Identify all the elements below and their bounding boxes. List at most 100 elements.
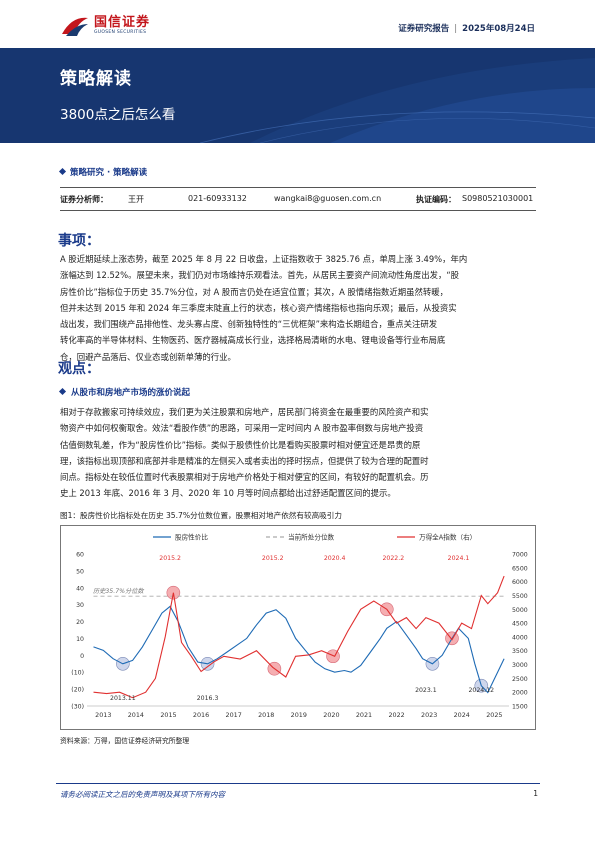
events-paragraph: A 股近期延续上涨态势，截至 2025 年 8 月 22 日收盘，上证指数收于 …: [60, 251, 538, 365]
y-right-tick-label: 6500: [512, 565, 528, 572]
views-subheading-text: 从股市和房地产市场的涨价说起: [71, 388, 191, 398]
x-tick-label: 2013: [95, 711, 111, 719]
views-line: 相对于存款搬家可持续效应，我们更为关注股票和房地产，居民部门将资金在最重要的风险…: [60, 407, 429, 417]
views-subheading: 从股市和房地产市场的涨价说起: [58, 386, 191, 398]
events-line: 但并未达到 2015 年和 2024 年三季度末陡直上行的状态，核心资产情绪指标…: [60, 302, 457, 313]
peak-date-label: 2020.4: [324, 555, 346, 562]
y-right-tick-label: 1500: [512, 704, 528, 711]
footer-divider: [56, 783, 540, 784]
legend-label: 万得全A指数（右）: [419, 533, 476, 542]
y-left-tick-label: 10: [76, 636, 84, 643]
views-line: 物资产中如何权衡取舍。效法“看股作债”的思路，可采用一定时间内 A 股市盈率倒数…: [60, 423, 424, 434]
analyst-phone: 021-60933132: [188, 194, 247, 203]
events-line: 转化率高的半导体材料、生物医药、医疗器械高成长行业，选择格局清晰的水电、锂电设备…: [60, 335, 446, 346]
footer-disclaimer[interactable]: 请务必阅读正文之后的免责声明及其项下所有内容: [60, 790, 225, 799]
company-logo: 国信证券 GUOSEN SECURITIES: [60, 14, 150, 38]
views-line: 理，该指标出现顶部和底部并非是精准的左侧买入或者卖出的择时拐点，但提供了较为合理…: [60, 455, 429, 466]
stock-house-ratio-chart: 60 50 40 30 20 10 0 (10) (20) (30) 7000 6500 6000 550…: [71, 533, 528, 720]
x-tick-label: 2016: [193, 711, 209, 719]
analyst-name: 王开: [128, 195, 144, 204]
series-line-2: [93, 575, 505, 699]
logo-chinese-name: 国信证券: [94, 15, 151, 31]
y-left-tick-label: (20): [71, 687, 84, 694]
y-left-tick-label: 20: [76, 619, 84, 626]
figure-caption: 图1：股房性价比指标处在历史 35.7%分位数位置，股票相对地产依然有较高吸引力: [60, 511, 342, 520]
views-paragraph: 相对于存款搬家可持续效应，我们更为关注股票和房地产，居民部门将资金在最重要的风险…: [60, 404, 538, 502]
figure-source: 资料来源：万得，国信证券经济研究所整理: [60, 737, 190, 745]
x-tick-label: 2025: [486, 711, 502, 719]
diamond-bullet-icon: [58, 167, 67, 176]
analyst-label: 证券分析师：: [60, 195, 108, 204]
license-number: S0980521030001: [462, 194, 534, 203]
category-label: 策略研究 · 策略解读: [58, 166, 148, 178]
events-line: 房性价比”指标位于历史 35.7%分位，对 A 股而言仍处在适宜位置；其次，A …: [60, 286, 449, 297]
x-tick-label: 2021: [356, 711, 372, 719]
views-line: 估值倒数轧差，作为“股房性价比”指标。类似于股债性价比是看购买股票时相对便宜还是…: [60, 439, 421, 450]
report-subtitle: 3800点之后怎么看: [60, 107, 176, 123]
y-left-tick-label: (30): [71, 704, 84, 711]
x-tick-label: 2022: [388, 711, 404, 719]
x-tick-label: 2020: [323, 711, 339, 719]
x-tick-label: 2014: [128, 711, 144, 719]
views-heading: 观点：: [58, 361, 100, 377]
report-title: 策略解读: [60, 69, 132, 89]
x-tick-label: 2019: [291, 711, 307, 719]
peak-date-label: 2015.2: [159, 555, 181, 562]
events-line: 战出发，我们围绕产品排他性、龙头寡占度、创新独特性的“三优框架”来构造长期组合，…: [60, 319, 438, 330]
banner-wave-decoration: [199, 58, 595, 143]
chart-frame: 60 50 40 30 20 10 0 (10) (20) (30) 7000 6500 6000 550…: [60, 525, 536, 730]
y-right-tick-label: 5000: [512, 607, 528, 614]
y-left-tick-label: 0: [80, 653, 84, 660]
peak-date-label: 2024.1: [448, 555, 470, 562]
report-type: 证券研究报告: [398, 24, 450, 34]
y-left-tick-label: 50: [76, 568, 84, 575]
y-right-tick-label: 6000: [512, 579, 528, 586]
x-tick-label: 2018: [258, 711, 274, 719]
title-banner: 策略解读 3800点之后怎么看: [0, 48, 595, 143]
trough-date-label: 2016.3: [197, 695, 219, 702]
percentile-annotation: 历史35.7%分位数: [93, 587, 144, 595]
logo-mark-icon: [60, 14, 90, 38]
y-right-tick-label: 2500: [512, 676, 528, 683]
analyst-email[interactable]: wangkai8@guosen.com.cn: [274, 194, 382, 203]
y-right-tick-label: 2000: [512, 690, 528, 697]
analyst-info-row: 证券分析师： 王开 021-60933132 wangkai8@guosen.c…: [60, 187, 536, 211]
trough-date-label: 2024.12: [469, 687, 495, 694]
y-right-tick-label: 5500: [512, 593, 528, 600]
report-date: 2025年08月24日: [462, 24, 535, 34]
legend-label: 股房性价比: [175, 533, 208, 542]
views-line: 史上 2013 年底、2016 年 3 月、2020 年 10 月等时间点都给出…: [60, 488, 396, 499]
meta-separator: |: [454, 24, 458, 34]
category-text: 策略研究 · 策略解读: [70, 168, 148, 178]
y-right-tick-label: 4500: [512, 621, 528, 628]
events-line: A 股近期延续上涨态势，截至 2025 年 8 月 22 日收盘，上证指数收于 …: [60, 254, 468, 264]
y-left-tick-label: 60: [76, 552, 84, 559]
license-label: 执证编码：: [416, 195, 456, 204]
events-heading: 事项：: [58, 233, 100, 249]
peak-date-label: 2015.2: [262, 555, 284, 562]
page-number: 1: [533, 789, 538, 798]
events-line: 涨幅达到 12.52%。展望未来，我们仍对市场维持乐观看法。首先，从居民主要资产…: [60, 270, 460, 281]
y-right-tick-label: 4000: [512, 634, 528, 641]
trough-date-label: 2023.1: [415, 687, 437, 694]
x-tick-label: 2023: [421, 711, 437, 719]
y-left-tick-label: (10): [71, 670, 84, 677]
y-right-tick-label: 3500: [512, 648, 528, 655]
peak-date-label: 2022.2: [382, 555, 404, 562]
logo-english-name: GUOSEN SECURITIES: [94, 30, 147, 36]
views-line: 间点。指标处在较低位置时代表股票相对于房地产价格处于相对便宜的区间，有较好的配置…: [60, 472, 429, 483]
trough-date-label: 2013.11: [110, 695, 136, 702]
top-header: 国信证券 GUOSEN SECURITIES 证券研究报告 | 2025年08月24…: [0, 0, 595, 48]
events-line: 仓，回避产品落后、仅业态或创新单薄的行业。: [60, 351, 236, 362]
y-right-tick-label: 7000: [512, 552, 528, 559]
y-left-tick-label: 30: [76, 602, 84, 609]
x-tick-label: 2017: [226, 711, 242, 719]
report-meta: 证券研究报告 | 2025年08月24日: [398, 22, 535, 34]
x-tick-label: 2024: [454, 711, 470, 719]
x-tick-label: 2015: [160, 711, 176, 719]
diamond-bullet-icon: [58, 387, 67, 396]
series-line-0: [93, 605, 505, 694]
legend-label: 当前所处分位数: [288, 533, 335, 542]
y-right-tick-label: 3000: [512, 662, 528, 669]
y-left-tick-label: 40: [76, 585, 84, 592]
